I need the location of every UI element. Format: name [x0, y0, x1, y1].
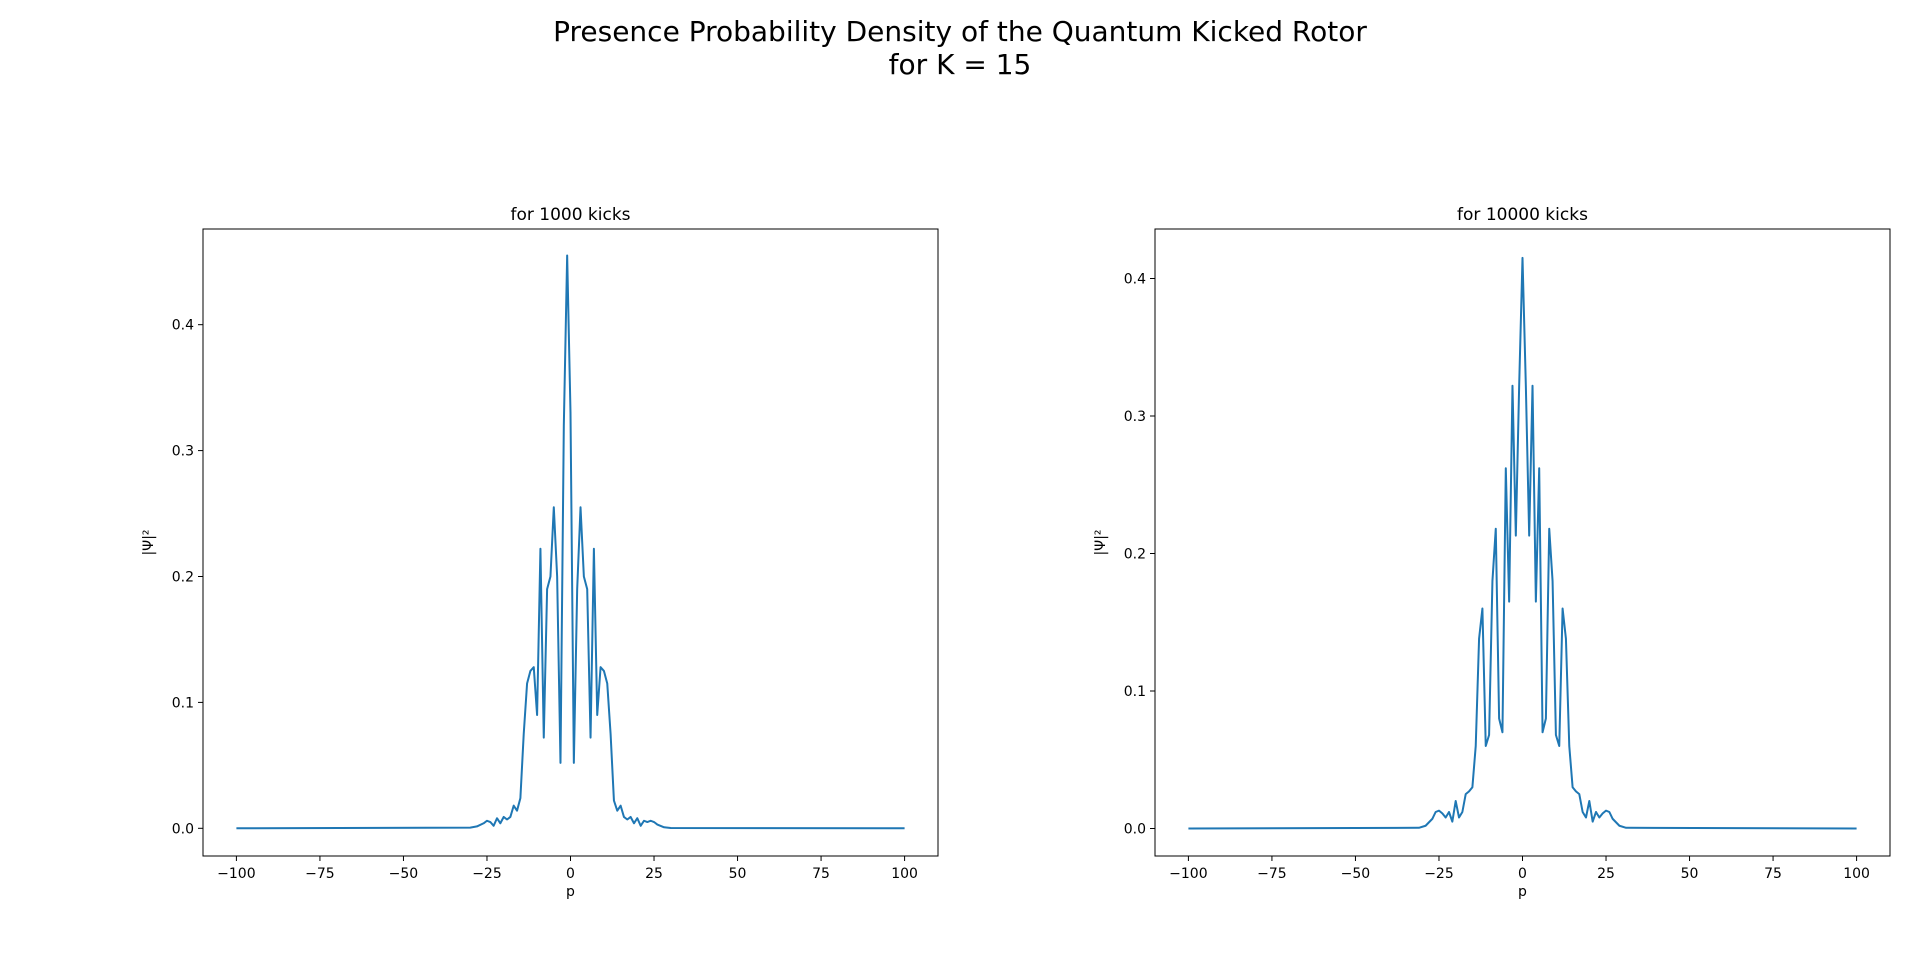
x-tick-label: −25: [472, 866, 502, 882]
x-axis-label: p: [566, 884, 575, 900]
x-tick-label: −75: [305, 866, 335, 882]
axes-frame: [1154, 228, 1891, 857]
y-axis-label: |Ψ|²: [1093, 529, 1109, 555]
y-tick-label: 0.2: [172, 569, 194, 585]
y-tick-label: 0.3: [1124, 409, 1146, 425]
x-tick-label: 25: [645, 866, 663, 882]
x-tick-label: −75: [1257, 866, 1287, 882]
subplot-title: for 10000 kicks: [1457, 205, 1588, 225]
y-tick-label: 0.1: [172, 695, 194, 711]
x-tick-label: −25: [1424, 866, 1454, 882]
figure-title-line1: Presence Probability Density of the Quan…: [553, 15, 1367, 48]
x-tick-label: 0: [1518, 866, 1527, 882]
y-tick-label: 0.0: [172, 821, 194, 837]
x-tick-label: 75: [812, 866, 830, 882]
plot-10000-kicks: for 10000 kicks −100 −75 −50 −25 0 25 50 75 100 0.…: [1093, 205, 1891, 900]
x-tick-label: 50: [1681, 866, 1699, 882]
y-tick-label: 0.2: [1124, 547, 1146, 563]
y-tick-label: 0.4: [172, 318, 194, 334]
x-tick-label: −100: [1169, 866, 1207, 882]
x-tick-label: 75: [1764, 866, 1782, 882]
y-axis-label: |Ψ|²: [141, 529, 157, 555]
figure-title-line2: for K = 15: [889, 48, 1032, 81]
x-tick-label: 100: [1843, 866, 1870, 882]
x-tick-label: 50: [729, 866, 747, 882]
x-tick-label: 0: [566, 866, 575, 882]
y-tick-label: 0.0: [1124, 822, 1146, 838]
x-tick-label: −50: [1341, 866, 1371, 882]
y-tick-label: 0.1: [1124, 684, 1146, 700]
subplot-title: for 1000 kicks: [510, 205, 630, 225]
series-line: [1188, 256, 1857, 830]
y-tick-label: 0.4: [1124, 272, 1146, 288]
x-tick-label: 25: [1597, 866, 1615, 882]
axes-frame: [202, 228, 939, 857]
plot-1000-kicks: for 1000 kicks −100 −75 −50 −25 0 25 50 75 100 0.0…: [141, 205, 939, 900]
x-axis-label: p: [1518, 884, 1527, 900]
x-tick-label: −100: [217, 866, 255, 882]
x-tick-label: −50: [389, 866, 419, 882]
x-tick-label: 100: [891, 866, 918, 882]
series-line: [236, 254, 905, 830]
y-tick-label: 0.3: [172, 444, 194, 460]
